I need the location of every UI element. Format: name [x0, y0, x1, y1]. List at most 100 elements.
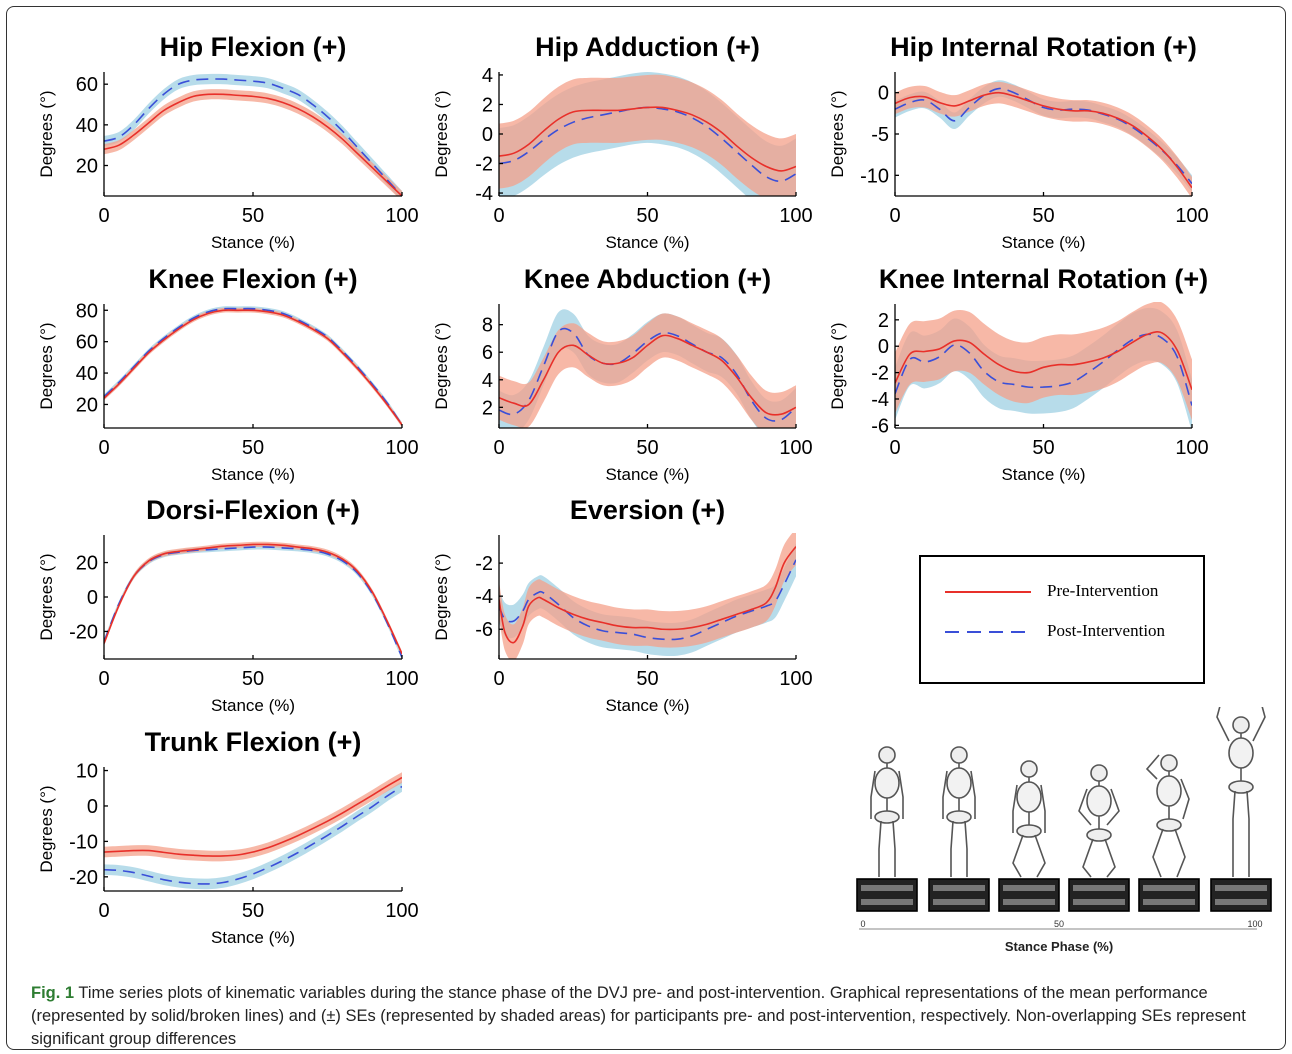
hip-flexion-data: [104, 73, 402, 196]
x-tick-label: 50: [636, 205, 658, 227]
y-tick-label: 2: [878, 310, 889, 332]
pre-intervention-mean-line: [895, 331, 1192, 391]
trunk-flexion-y-label: Degrees (°): [37, 785, 56, 872]
skeleton-figure: [856, 746, 918, 912]
trunk-flexion-title: Trunk Flexion (+): [145, 727, 362, 757]
pre-intervention-se-band: [895, 302, 1192, 421]
dorsi-flexion-title: Dorsi-Flexion (+): [146, 495, 360, 525]
hip-internal-rotation-data: [895, 80, 1192, 196]
hip-adduction-chart: Hip Adduction (+) 0 50 100 -4 -2 0 2 4 Stance (%)…: [432, 32, 813, 252]
post-intervention-mean-line: [104, 78, 402, 196]
y-tick-label: 10: [76, 761, 98, 783]
x-tick-label: 100: [779, 437, 812, 459]
y-tick-label: 2: [482, 94, 493, 116]
skeleton-figure: [1138, 754, 1200, 912]
y-tick-label: 40: [76, 363, 98, 385]
x-tick-label: 100: [779, 668, 812, 690]
x-tick-label: 100: [779, 205, 812, 227]
skeleton-figure: [928, 746, 990, 912]
y-tick-label: 0: [87, 796, 98, 818]
jump-box: [1138, 878, 1200, 912]
y-tick-label: -6: [871, 415, 889, 437]
knee-flexion-chart: Knee Flexion (+) 0 50 100 20 40 60 80 Stance (%)…: [37, 264, 419, 484]
x-tick-label: 100: [385, 900, 418, 922]
figure-caption: Fig. 1 Time series plots of kinematic va…: [31, 982, 1276, 1051]
post-intervention-mean-line: [499, 559, 796, 641]
hip-internal-rotation-title: Hip Internal Rotation (+): [890, 32, 1197, 62]
y-tick-label: -10: [860, 165, 889, 187]
post-intervention-se-band: [104, 781, 402, 890]
knee-internal-rotation-data: [895, 302, 1192, 428]
figure-panel: Hip Flexion (+) 0 50 100 20 40 60 Stance (%) Deg…: [6, 6, 1286, 1050]
x-tick-label: 100: [385, 437, 418, 459]
x-tick-label: 50: [242, 205, 264, 227]
y-tick-label: -2: [475, 154, 493, 176]
jump-box: [1210, 878, 1272, 912]
y-tick-label: 60: [76, 74, 98, 96]
knee-abduction-x-label: Stance (%): [605, 465, 689, 484]
x-tick-label: 100: [385, 205, 418, 227]
hip-flexion-x-label: Stance (%): [211, 233, 295, 252]
knee-flexion-y-label: Degrees (°): [37, 322, 56, 409]
x-tick-label: 50: [636, 668, 658, 690]
pre-intervention-mean-line: [104, 776, 402, 857]
y-tick-label: 20: [76, 553, 98, 575]
x-tick-label: 0: [98, 668, 109, 690]
stance-phase-tick-0: 0: [860, 919, 865, 929]
hip-flexion-title: Hip Flexion (+): [160, 32, 347, 62]
knee-abduction-title: Knee Abduction (+): [524, 264, 771, 294]
y-tick-label: -4: [475, 586, 493, 608]
x-tick-label: 100: [1175, 205, 1208, 227]
stance-phase-label: Stance Phase (%): [1005, 939, 1113, 954]
y-tick-label: 20: [76, 394, 98, 416]
knee-internal-rotation-x-label: Stance (%): [1001, 465, 1085, 484]
x-tick-label: 50: [242, 900, 264, 922]
jump-box: [1068, 878, 1130, 912]
eversion-title: Eversion (+): [570, 495, 725, 525]
knee-abduction-chart: Knee Abduction (+) 0 50 100 2 4 6 8 Stance (%) De…: [432, 264, 813, 484]
post-intervention-mean-line: [895, 87, 1192, 185]
x-tick-label: 100: [1175, 437, 1208, 459]
knee-abduction-data: [499, 309, 796, 428]
post-intervention-mean-line: [104, 785, 402, 885]
pre-intervention-mean-line: [104, 543, 402, 655]
y-tick-label: 8: [482, 315, 493, 337]
caption-text: Time series plots of kinematic variables…: [31, 984, 1246, 1048]
y-tick-label: 2: [482, 397, 493, 419]
pre-intervention-se-band: [499, 533, 796, 659]
eversion-y-label: Degrees (°): [432, 553, 451, 640]
trunk-flexion-data: [104, 772, 402, 890]
pre-intervention-mean-line: [499, 106, 796, 172]
legend: Pre-Intervention Post-Intervention: [919, 555, 1205, 684]
legend-pre-label: Pre-Intervention: [1047, 581, 1159, 600]
eversion-x-label: Stance (%): [605, 696, 689, 715]
knee-internal-rotation-title: Knee Internal Rotation (+): [879, 264, 1208, 294]
skeleton-figure: [1068, 764, 1130, 912]
pre-intervention-mean-line: [499, 334, 796, 416]
x-tick-label: 0: [889, 205, 900, 227]
y-tick-label: -20: [69, 621, 98, 643]
skeleton-illustration: 0 50 100 Stance Phase (%): [856, 707, 1272, 954]
jump-box: [998, 878, 1060, 912]
y-tick-label: -2: [475, 553, 493, 575]
caption-label: Fig. 1: [31, 984, 75, 1002]
y-tick-label: 60: [76, 332, 98, 354]
x-tick-label: 50: [636, 437, 658, 459]
trunk-flexion-chart: Trunk Flexion (+) 0 50 100 -20 -10 0 10 Stance (…: [37, 727, 419, 947]
y-tick-label: 4: [482, 370, 493, 392]
y-tick-label: 0: [878, 83, 889, 105]
y-tick-label: -4: [475, 183, 493, 205]
pre-intervention-se-band: [104, 89, 402, 196]
pre-intervention-se-band: [104, 541, 402, 657]
x-tick-label: 0: [493, 668, 504, 690]
pre-intervention-se-band: [895, 81, 1192, 196]
pre-intervention-se-band: [499, 74, 796, 196]
knee-internal-rotation-chart: Knee Internal Rotation (+) 0 50 100 -6 -4 -2 0 2…: [828, 264, 1209, 484]
y-tick-label: 20: [76, 156, 98, 178]
pre-intervention-se-band: [104, 772, 402, 862]
pre-intervention-mean-line: [895, 91, 1192, 189]
y-tick-label: 0: [87, 587, 98, 609]
jump-box: [856, 878, 918, 912]
y-tick-label: -10: [69, 831, 98, 853]
x-tick-label: 50: [242, 437, 264, 459]
